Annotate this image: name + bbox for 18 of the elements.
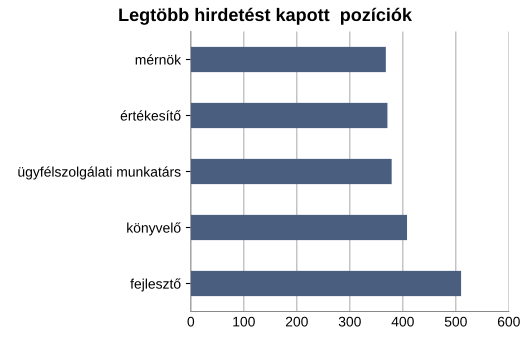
bar	[190, 158, 392, 184]
bar	[190, 46, 386, 72]
y-tick-label: ügyfélszolgálati munkatárs	[18, 166, 181, 180]
bar	[190, 270, 462, 296]
y-tick-label: mérnök	[136, 54, 182, 65]
x-tick-label: 500	[444, 316, 467, 327]
y-tick-label: fejlesztő	[130, 278, 181, 292]
y-tick-label: értékesítő	[120, 110, 181, 121]
bar	[190, 214, 408, 240]
x-tick-label: 400	[392, 316, 414, 327]
y-tick-label: könyvelő	[127, 222, 181, 236]
x-tick-label: 200	[286, 316, 308, 327]
x-tick-label: 0	[187, 316, 194, 327]
x-tick-label: 100	[233, 316, 255, 327]
chart-title: Legtöbb hirdetést kapott pozíciók	[119, 8, 412, 25]
bar	[190, 102, 388, 128]
x-tick-label: 300	[338, 316, 361, 327]
x-tick-label: 600	[498, 316, 520, 327]
